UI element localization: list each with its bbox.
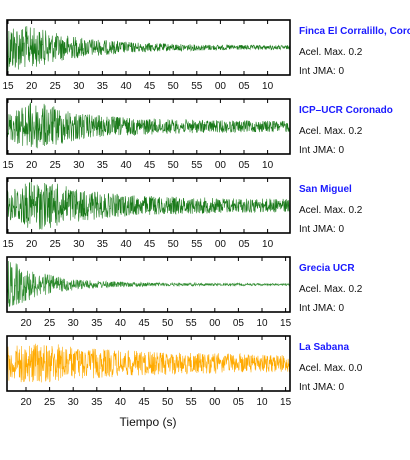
tick-label: 10 bbox=[262, 160, 274, 171]
tick-label: 00 bbox=[215, 81, 227, 92]
tick-label: 55 bbox=[186, 397, 198, 408]
tick-label: 30 bbox=[73, 160, 85, 171]
tick-label: 35 bbox=[97, 81, 109, 92]
tick-label: 35 bbox=[97, 160, 109, 171]
panel-frame bbox=[6, 177, 291, 234]
tick-label: 50 bbox=[162, 397, 174, 408]
tick-label: 45 bbox=[144, 239, 156, 250]
tick-label: 50 bbox=[168, 160, 180, 171]
tick-label: 10 bbox=[262, 81, 274, 92]
tick-label: 25 bbox=[44, 318, 56, 329]
jma-intensity: Int JMA: 0 bbox=[299, 66, 344, 77]
tick-label: 00 bbox=[209, 318, 221, 329]
tick-label: 15 bbox=[280, 397, 292, 408]
tick-label: 55 bbox=[186, 318, 198, 329]
panel-frame bbox=[6, 335, 291, 392]
tick-label: 25 bbox=[50, 81, 62, 92]
tick-label: 45 bbox=[138, 397, 150, 408]
x-axis-title: Tiempo (s) bbox=[120, 415, 177, 429]
tick-label: 15 bbox=[280, 318, 292, 329]
tick-label: 20 bbox=[20, 397, 32, 408]
tick-label: 00 bbox=[209, 397, 221, 408]
panels-group: 15 20 25 30 35 40 45 50 55 00 05 10 Finca El Corrali… bbox=[2, 19, 410, 408]
tick-label: 10 bbox=[262, 239, 274, 250]
panel-frame bbox=[6, 256, 291, 313]
tick-label: 05 bbox=[233, 397, 245, 408]
tick-label: 00 bbox=[215, 160, 227, 171]
tick-label: 35 bbox=[91, 397, 103, 408]
tick-label: 15 bbox=[2, 239, 14, 250]
waveform-trace bbox=[6, 102, 291, 149]
max-acceleration: Acel. Max. 0.2 bbox=[299, 205, 363, 216]
jma-intensity: Int JMA: 0 bbox=[299, 303, 344, 314]
tick-label: 45 bbox=[138, 318, 150, 329]
tick-label: 45 bbox=[144, 160, 156, 171]
waveform-trace bbox=[6, 343, 291, 383]
tick-label: 15 bbox=[2, 81, 14, 92]
tick-label: 20 bbox=[26, 239, 38, 250]
station-name: San Miguel bbox=[299, 184, 352, 195]
tick-label: 25 bbox=[44, 397, 56, 408]
tick-label: 25 bbox=[50, 160, 62, 171]
tick-label: 30 bbox=[68, 397, 80, 408]
tick-label: 05 bbox=[233, 318, 245, 329]
tick-label: 30 bbox=[68, 318, 80, 329]
waveform-trace bbox=[6, 181, 291, 230]
tick-label: 30 bbox=[73, 239, 85, 250]
jma-intensity: Int JMA: 0 bbox=[299, 145, 344, 156]
tick-label: 20 bbox=[26, 81, 38, 92]
tick-label: 35 bbox=[97, 239, 109, 250]
max-acceleration: Acel. Max. 0.2 bbox=[299, 126, 363, 137]
max-acceleration: Acel. Max. 0.0 bbox=[299, 363, 363, 374]
tick-label: 50 bbox=[162, 318, 174, 329]
tick-label: 20 bbox=[20, 318, 32, 329]
station-name: Finca El Corralillo, Coro bbox=[299, 26, 410, 37]
max-acceleration: Acel. Max. 0.2 bbox=[299, 284, 363, 295]
jma-intensity: Int JMA: 0 bbox=[299, 382, 344, 393]
tick-label: 20 bbox=[26, 160, 38, 171]
tick-label: 15 bbox=[2, 160, 14, 171]
tick-label: 25 bbox=[50, 239, 62, 250]
waveform-trace bbox=[6, 26, 291, 73]
tick-label: 05 bbox=[238, 160, 250, 171]
tick-label: 55 bbox=[191, 239, 203, 250]
tick-label: 50 bbox=[168, 81, 180, 92]
tick-label: 40 bbox=[115, 397, 127, 408]
station-name: La Sabana bbox=[299, 342, 349, 353]
tick-label: 10 bbox=[256, 397, 268, 408]
tick-label: 40 bbox=[115, 318, 127, 329]
tick-label: 55 bbox=[191, 81, 203, 92]
tick-label: 55 bbox=[191, 160, 203, 171]
tick-label: 40 bbox=[120, 160, 132, 171]
tick-label: 00 bbox=[215, 239, 227, 250]
waveform-trace bbox=[6, 259, 291, 307]
panel-frame bbox=[6, 98, 291, 155]
tick-label: 35 bbox=[91, 318, 103, 329]
tick-label: 10 bbox=[256, 318, 268, 329]
tick-label: 30 bbox=[73, 81, 85, 92]
tick-label: 40 bbox=[120, 239, 132, 250]
tick-label: 05 bbox=[238, 81, 250, 92]
max-acceleration: Acel. Max. 0.2 bbox=[299, 47, 363, 58]
station-name: ICP–UCR Coronado bbox=[299, 105, 393, 116]
tick-label: 50 bbox=[168, 239, 180, 250]
panel-frame bbox=[6, 19, 291, 76]
tick-label: 40 bbox=[120, 81, 132, 92]
tick-label: 05 bbox=[238, 239, 250, 250]
tick-label: 45 bbox=[144, 81, 156, 92]
jma-intensity: Int JMA: 0 bbox=[299, 224, 344, 235]
station-name: Grecia UCR bbox=[299, 263, 355, 274]
